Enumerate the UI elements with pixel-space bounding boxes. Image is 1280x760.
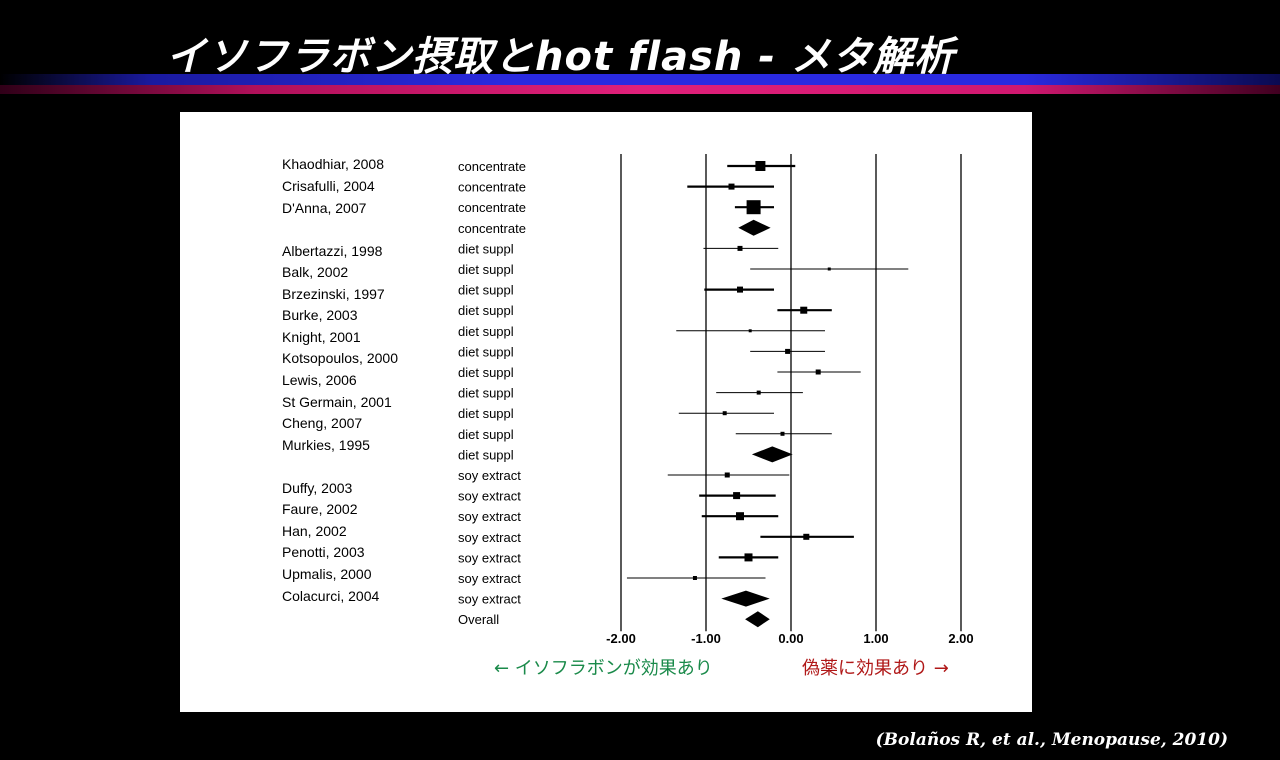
group-label: concentrate — [458, 159, 526, 174]
summary-diamond — [738, 219, 771, 236]
group-label: concentrate — [458, 180, 526, 195]
point-estimate — [785, 348, 791, 354]
title-underline-pink — [0, 85, 1280, 94]
annotation-left: ← イソフラボンが効果あり — [494, 658, 713, 679]
point-estimate — [746, 200, 761, 215]
point-estimate — [800, 306, 808, 314]
group-label: diet suppl — [458, 241, 514, 256]
x-tick-label: -1.00 — [691, 631, 721, 646]
study-label: Brzezinski, 1997 — [282, 286, 385, 302]
study-label: Lewis, 2006 — [282, 372, 357, 388]
group-label: diet suppl — [458, 386, 514, 401]
point-estimate — [733, 492, 741, 500]
point-estimate — [755, 161, 766, 171]
study-label: Murkies, 1995 — [282, 437, 370, 453]
study-label: Duffy, 2003 — [282, 480, 353, 496]
study-label: Faure, 2002 — [282, 501, 358, 517]
study-label: Balk, 2002 — [282, 264, 348, 280]
group-label: soy extract — [458, 509, 521, 524]
study-label: Albertazzi, 1998 — [282, 243, 383, 259]
group-label: Overall — [458, 612, 499, 627]
study-label: St Germain, 2001 — [282, 394, 392, 410]
point-estimate — [780, 431, 785, 436]
point-estimate — [815, 369, 821, 375]
study-label: Burke, 2003 — [282, 307, 358, 323]
study-label: Crisafulli, 2004 — [282, 178, 375, 194]
summary-diamond — [721, 590, 770, 607]
citation: (Bolaños R, et al., Menopause, 2010) — [875, 730, 1228, 750]
group-label: soy extract — [458, 530, 521, 545]
point-estimate — [728, 183, 735, 190]
x-tick-label: 1.00 — [863, 631, 888, 646]
point-estimate — [756, 390, 761, 395]
point-estimate — [736, 512, 744, 521]
x-tick-label: -2.00 — [606, 631, 636, 646]
forest-plot: -2.00 -1.00 0.00 1.00 2.00 concentrate concent… — [282, 154, 974, 679]
chart-panel: -2.00 -1.00 0.00 1.00 2.00 concentrate concent… — [180, 112, 1032, 712]
study-label: D'Anna, 2007 — [282, 200, 367, 216]
group-label: diet suppl — [458, 324, 514, 339]
point-estimate — [737, 286, 743, 293]
slide-title: イソフラボン摂取とhot flash - メタ解析 — [166, 34, 955, 80]
point-estimate — [748, 329, 752, 333]
x-tick-label: 2.00 — [948, 631, 973, 646]
study-label: Cheng, 2007 — [282, 415, 362, 431]
group-label: diet suppl — [458, 262, 514, 277]
group-label: soy extract — [458, 571, 521, 586]
point-estimate — [803, 533, 810, 540]
point-estimate — [692, 576, 697, 580]
title-underline-blue — [0, 74, 1280, 88]
point-estimate — [827, 267, 831, 271]
study-label: Colacurci, 2004 — [282, 588, 379, 604]
study-label: Khaodhiar, 2008 — [282, 156, 384, 172]
group-label: diet suppl — [458, 427, 514, 442]
group-label: diet suppl — [458, 283, 514, 298]
study-label: Knight, 2001 — [282, 329, 361, 345]
group-label: concentrate — [458, 221, 526, 236]
study-label: Penotti, 2003 — [282, 544, 365, 560]
group-label: diet suppl — [458, 344, 514, 359]
group-label: soy extract — [458, 550, 521, 565]
group-label: concentrate — [458, 200, 526, 215]
group-label: diet suppl — [458, 365, 514, 380]
study-label: Upmalis, 2000 — [282, 566, 372, 582]
group-label: soy extract — [458, 592, 521, 607]
point-estimate — [724, 472, 730, 478]
x-tick-label: 0.00 — [778, 631, 803, 646]
study-label: Kotsopoulos, 2000 — [282, 350, 398, 366]
annotation-right: 偽薬に効果あり → — [802, 658, 949, 679]
group-label: soy extract — [458, 468, 521, 483]
point-estimate — [722, 411, 727, 416]
point-estimate — [744, 553, 753, 562]
summary-diamond — [751, 446, 793, 463]
group-label: diet suppl — [458, 406, 514, 421]
point-estimate — [737, 245, 743, 251]
group-label: diet suppl — [458, 303, 514, 318]
group-label: soy extract — [458, 489, 521, 504]
group-label: diet suppl — [458, 447, 514, 462]
study-label: Han, 2002 — [282, 523, 347, 539]
summary-diamond — [745, 611, 770, 628]
